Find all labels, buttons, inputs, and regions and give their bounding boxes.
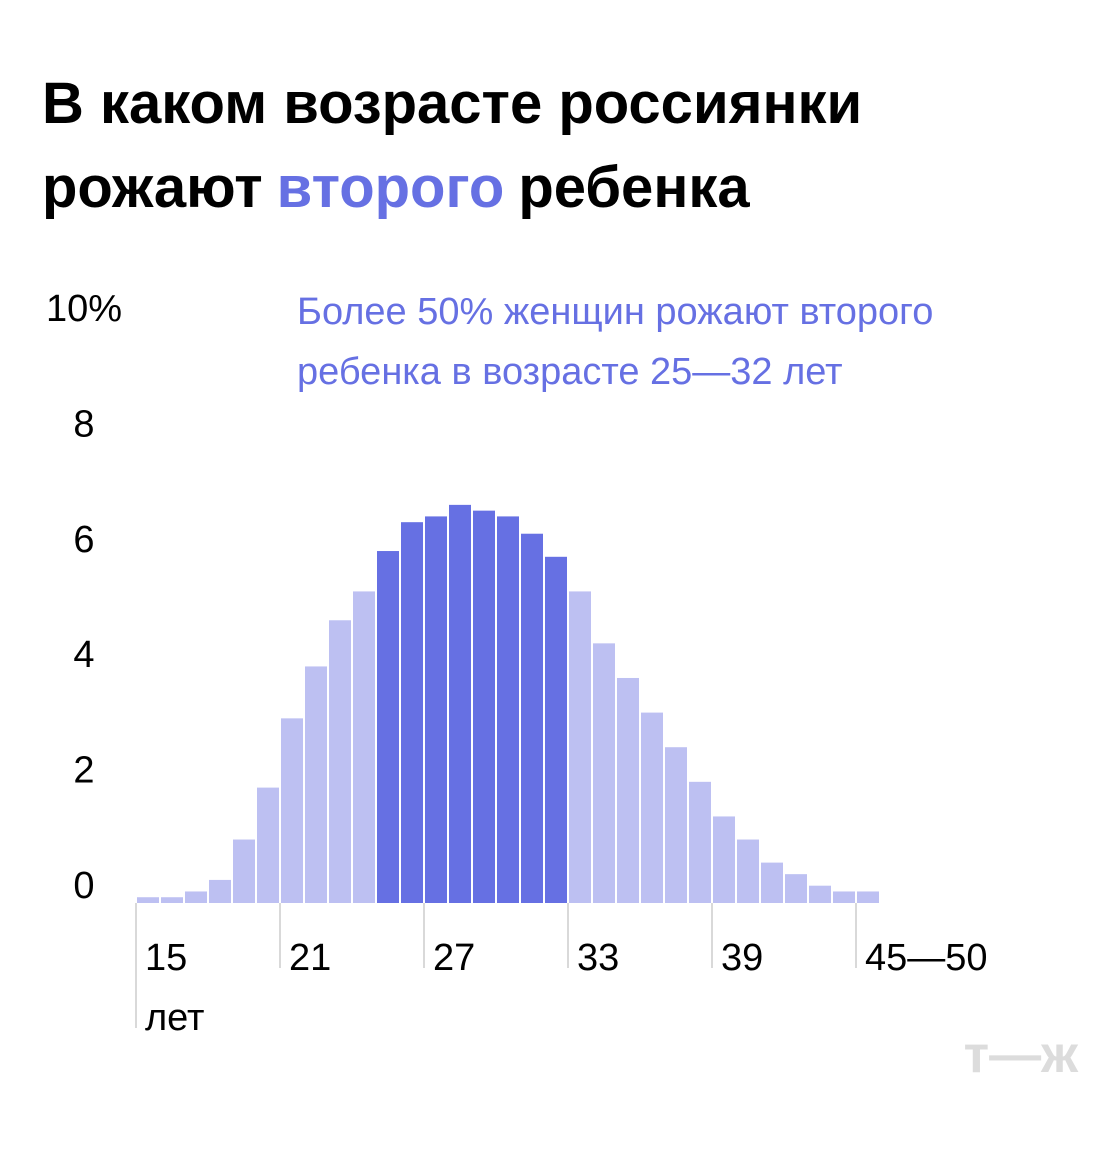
bar <box>665 747 687 903</box>
bar <box>761 862 783 903</box>
bar <box>401 522 423 903</box>
bar <box>785 874 807 903</box>
x-tick-label: 27 <box>433 937 476 979</box>
bar <box>233 839 255 903</box>
chart-title: В каком возрасте россиянки рожают второго… <box>42 62 1042 230</box>
y-tick-label: 0 <box>73 865 94 907</box>
y-tick-label: 8 <box>73 403 94 445</box>
bar <box>449 504 471 903</box>
bar <box>329 620 351 903</box>
bar <box>209 879 231 903</box>
bar <box>809 885 831 903</box>
annotation: Более 50% женщин рожают второго ребенка … <box>297 291 934 393</box>
bar <box>545 556 567 903</box>
x-tick-label: 39 <box>721 937 764 979</box>
bar <box>305 666 327 903</box>
y-tick-label: 10% <box>46 288 122 330</box>
y-tick-label: 2 <box>73 750 94 792</box>
bar <box>617 677 639 903</box>
bar <box>377 551 399 903</box>
bar <box>737 839 759 903</box>
bar <box>185 891 207 903</box>
bar <box>473 510 495 903</box>
bar <box>497 516 519 903</box>
title-highlight: второго <box>276 155 505 220</box>
y-tick-label: 6 <box>73 519 94 561</box>
bar <box>425 516 447 903</box>
x-tick-label: 21 <box>289 937 332 979</box>
bar <box>857 891 879 903</box>
logo: т—ж <box>963 1026 1078 1084</box>
x-tick-label: 15 лет <box>145 937 205 1039</box>
bar <box>593 643 615 903</box>
bar <box>353 591 375 903</box>
x-tick-label: 45—50 <box>865 937 988 979</box>
title-start: В каком возрасте россиянки рожают <box>42 71 863 220</box>
y-tick-label: 4 <box>73 634 94 676</box>
x-tick-label: 33 <box>577 937 620 979</box>
bar <box>137 897 159 903</box>
bar <box>521 533 543 903</box>
bar <box>161 897 183 903</box>
title-end: ребенка <box>518 155 750 220</box>
bar <box>281 718 303 903</box>
bar <box>569 591 591 903</box>
bar <box>641 712 663 903</box>
bar <box>833 891 855 903</box>
bar <box>713 816 735 903</box>
bar <box>689 781 711 903</box>
bar <box>257 787 279 903</box>
